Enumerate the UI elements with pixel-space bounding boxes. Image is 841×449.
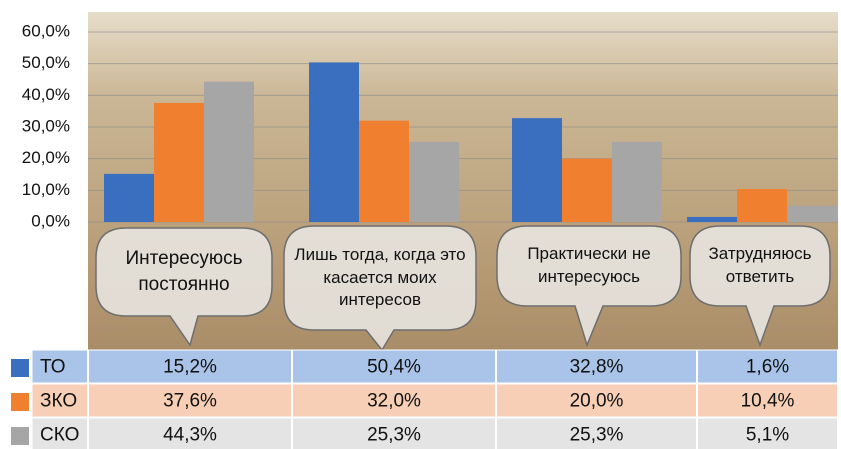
data-label: 37,6%	[163, 391, 217, 412]
category-label: Затрудняюсь ответить	[700, 226, 820, 306]
bar	[687, 217, 737, 222]
series-name: ТО	[40, 357, 66, 378]
y-tick-label: 30,0%	[22, 116, 70, 135]
legend-swatch	[11, 427, 29, 445]
bar	[309, 62, 359, 222]
bar	[154, 103, 204, 222]
bar	[512, 118, 562, 222]
y-tick-label: 0,0%	[31, 211, 70, 230]
legend-swatch	[11, 393, 29, 411]
chart-svg: 0,0% 10,0% 20,0% 30,0% 40,0% 50,0% 60,0% ТО 15,2…	[0, 0, 841, 449]
data-label: 44,3%	[163, 425, 217, 446]
legend-swatch	[11, 359, 29, 377]
category-label: Интересуюсь постоянно	[106, 228, 262, 316]
data-label: 15,2%	[163, 357, 217, 378]
bar	[562, 159, 612, 222]
series-name: СКО	[40, 425, 79, 446]
y-tick-label: 40,0%	[22, 85, 70, 104]
bar	[104, 174, 154, 222]
bar	[359, 121, 409, 222]
data-label: 10,4%	[741, 391, 795, 412]
category-label: Практически не интересуюсь	[507, 226, 671, 306]
data-label: 25,3%	[367, 425, 421, 446]
y-tick-label: 50,0%	[22, 53, 70, 72]
bar	[612, 142, 662, 222]
data-label: 50,4%	[367, 357, 421, 378]
bar	[409, 142, 459, 222]
bar	[787, 206, 837, 222]
y-tick-label: 10,0%	[22, 180, 70, 199]
table-row	[32, 384, 838, 417]
table-row	[32, 350, 838, 383]
data-label: 32,8%	[570, 357, 624, 378]
data-label: 32,0%	[367, 391, 421, 412]
data-label: 5,1%	[746, 425, 789, 446]
data-label: 25,3%	[570, 425, 624, 446]
chart: 0,0% 10,0% 20,0% 30,0% 40,0% 50,0% 60,0% ТО 15,2…	[0, 0, 841, 449]
series-name: ЗКО	[40, 391, 77, 412]
y-tick-label: 20,0%	[22, 148, 70, 167]
data-label: 20,0%	[570, 391, 624, 412]
bar	[204, 82, 254, 222]
y-tick-label: 60,0%	[22, 21, 70, 40]
category-label: Лишь тогда, когда это касается моих инте…	[294, 226, 466, 330]
table-row	[32, 418, 838, 449]
bar	[737, 189, 787, 222]
data-label: 1,6%	[746, 357, 789, 378]
